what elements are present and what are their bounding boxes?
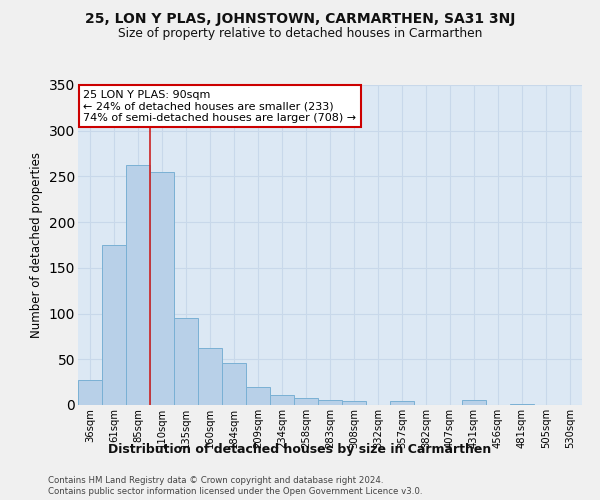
Bar (78, 380, 102, 405)
Bar (222, 363, 246, 405)
Bar (102, 245, 126, 405)
Text: Contains HM Land Registry data © Crown copyright and database right 2024.: Contains HM Land Registry data © Crown c… (48, 476, 383, 485)
Bar (150, 172, 174, 405)
Text: 25 LON Y PLAS: 90sqm
← 24% of detached houses are smaller (233)
74% of semi-deta: 25 LON Y PLAS: 90sqm ← 24% of detached h… (83, 90, 356, 123)
Bar (126, 164, 150, 405)
Bar (342, 402, 366, 405)
Bar (198, 348, 222, 405)
Text: Distribution of detached houses by size in Carmarthen: Distribution of detached houses by size … (109, 442, 491, 456)
Bar (246, 386, 270, 405)
Text: Contains public sector information licensed under the Open Government Licence v3: Contains public sector information licen… (48, 488, 422, 496)
Text: 25, LON Y PLAS, JOHNSTOWN, CARMARTHEN, SA31 3NJ: 25, LON Y PLAS, JOHNSTOWN, CARMARTHEN, S… (85, 12, 515, 26)
Bar (174, 318, 198, 405)
Bar (390, 402, 414, 405)
Y-axis label: Number of detached properties: Number of detached properties (30, 152, 43, 338)
Bar (462, 400, 486, 405)
Bar (270, 395, 294, 405)
Text: Size of property relative to detached houses in Carmarthen: Size of property relative to detached ho… (118, 28, 482, 40)
Bar (510, 404, 534, 405)
Bar (294, 398, 318, 405)
Bar (318, 400, 342, 405)
